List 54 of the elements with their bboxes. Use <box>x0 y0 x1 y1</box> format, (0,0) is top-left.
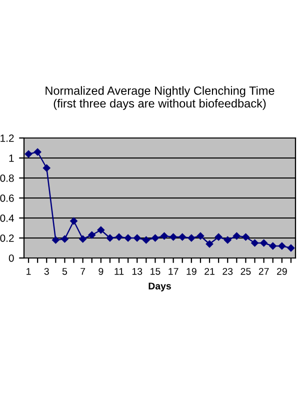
point <box>160 232 168 240</box>
point <box>34 148 42 156</box>
point <box>214 233 222 241</box>
point <box>97 226 105 234</box>
x-tick-label: 13 <box>132 268 142 275</box>
y-tick-label: 0.8 <box>0 174 14 182</box>
point <box>170 233 177 241</box>
x-tick-label: 25 <box>240 268 251 275</box>
y-tick-label: 1 <box>9 154 14 162</box>
point <box>61 235 68 243</box>
x-tick-label: 19 <box>186 268 196 275</box>
point <box>52 236 60 244</box>
point <box>251 239 258 247</box>
point <box>79 235 86 243</box>
point <box>133 234 141 242</box>
point <box>178 233 186 241</box>
x-tick-label: 11 <box>114 268 124 275</box>
point <box>88 231 96 239</box>
point <box>269 242 277 250</box>
point <box>260 239 268 247</box>
x-tick-label: 1 <box>26 268 31 275</box>
x-axis-title: Days <box>148 282 171 292</box>
point <box>196 232 204 240</box>
x-tick-label: 7 <box>80 268 86 275</box>
point <box>224 236 232 244</box>
point <box>287 244 295 252</box>
x-tick-label: 17 <box>168 268 178 275</box>
x-tick-label: 3 <box>44 268 49 275</box>
point <box>206 240 214 248</box>
x-tick-label: 27 <box>258 268 269 275</box>
point <box>278 242 286 250</box>
x-tick-label: 15 <box>150 268 160 275</box>
chart-title: Normalized Average Nightly Clenching Time (first three days are without biofeedback) <box>46 86 274 110</box>
y-tick-label: 0.4 <box>0 214 14 222</box>
point <box>124 234 132 242</box>
x-tick-label: 9 <box>98 268 104 275</box>
point <box>70 217 78 225</box>
x-tick-label: 5 <box>62 268 68 275</box>
y-tick-label: 0 <box>8 254 14 262</box>
point <box>152 234 159 242</box>
point <box>142 236 150 244</box>
x-tick-label: 23 <box>222 268 233 275</box>
y-tick-label: 0.2 <box>0 234 14 242</box>
y-tick-label: 0.6 <box>0 194 14 202</box>
point <box>188 234 196 242</box>
y-tick-label: 1.2 <box>0 134 14 142</box>
point <box>42 164 50 172</box>
x-tick-label: 29 <box>277 268 287 275</box>
point <box>242 233 250 241</box>
point <box>115 233 123 241</box>
point <box>233 232 240 240</box>
point <box>24 150 32 158</box>
point <box>106 234 114 242</box>
x-tick-label: 21 <box>204 268 214 275</box>
